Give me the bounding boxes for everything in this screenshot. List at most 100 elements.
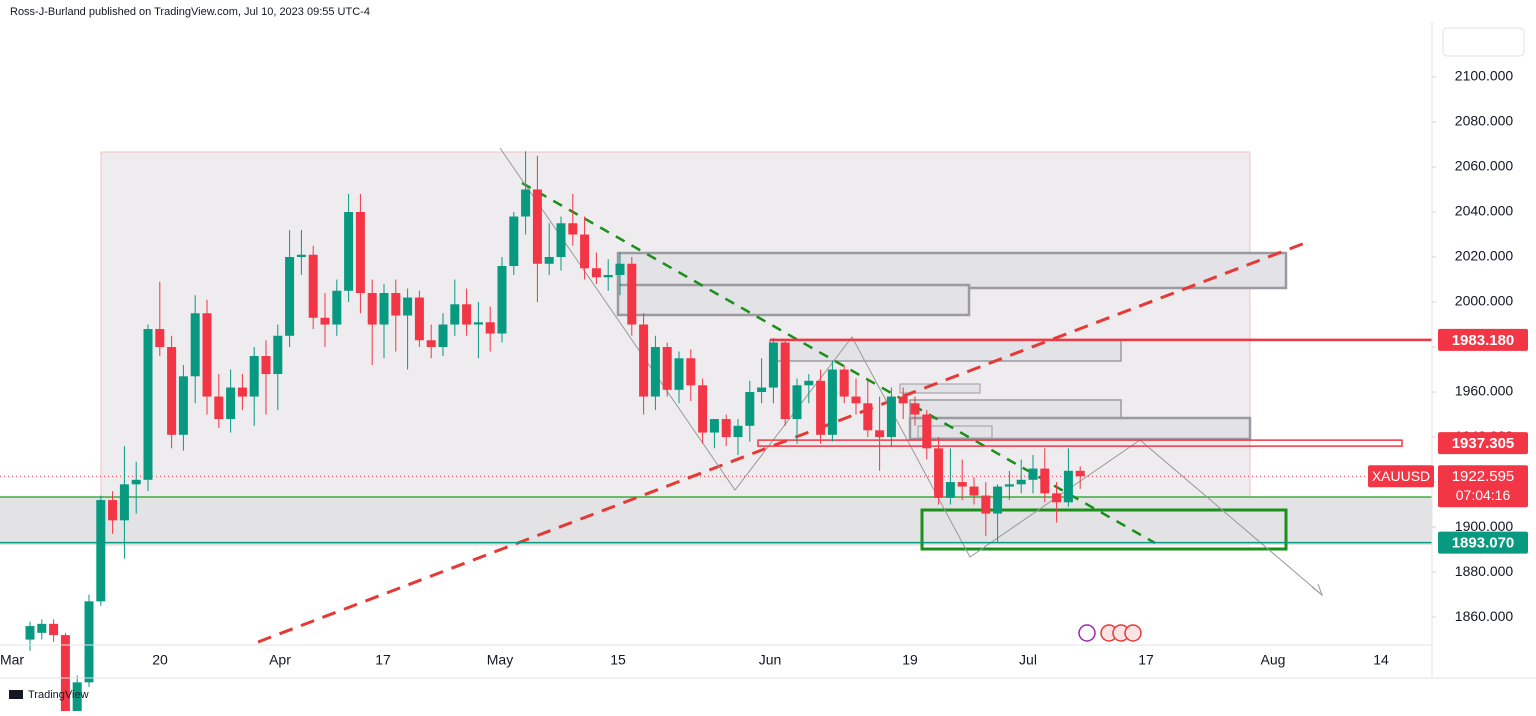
x-tick-label: 14 [1373, 652, 1389, 668]
level-tag [1438, 432, 1528, 455]
box [917, 425, 993, 439]
symbol: XAUUSD [1372, 468, 1430, 484]
candle-body [202, 313, 212, 397]
x-tick-label: 15 [610, 652, 626, 668]
candle-body [414, 297, 424, 341]
x-tick-label: Mar [0, 652, 24, 668]
candle-body [249, 356, 259, 397]
candle-body [816, 380, 826, 435]
candle-body [910, 403, 920, 415]
x-tick-label: Apr [269, 652, 291, 668]
y-tick-label: 1880.000 [1455, 563, 1514, 579]
candle-body [945, 482, 955, 498]
candle-body [167, 347, 177, 435]
candles [25, 151, 1085, 716]
candle-body [934, 448, 944, 498]
candle-body [285, 257, 295, 336]
x-tick-label: 17 [375, 652, 391, 668]
scale-button[interactable] [1442, 27, 1525, 57]
candle-body [426, 340, 436, 348]
price-tag [1438, 465, 1528, 508]
footer-logo: TradingView [9, 689, 89, 701]
y-tick-label: 2100.000 [1455, 68, 1514, 84]
level-tag [1438, 531, 1528, 554]
candle-body [273, 335, 283, 375]
x-tick-label: May [487, 652, 513, 668]
candle-body [804, 380, 814, 386]
level-line [757, 439, 1403, 447]
candle-body [662, 347, 672, 390]
candle-body [214, 396, 224, 420]
candle-body [320, 317, 330, 325]
candle-body [603, 275, 613, 278]
candle-body [839, 369, 849, 397]
x-tick-label: Jun [759, 652, 782, 668]
x-tick-label: 19 [902, 652, 918, 668]
candle-body [1040, 468, 1050, 494]
candle-body [296, 254, 306, 258]
candle-body [698, 385, 708, 433]
candle-body [981, 495, 991, 514]
box [908, 416, 1252, 441]
y-tick-label: 2080.000 [1455, 113, 1514, 129]
candle-body [308, 254, 318, 318]
zone [0, 497, 1432, 545]
candle-body [49, 623, 59, 636]
candle-body [462, 304, 472, 325]
candle-body [509, 216, 519, 267]
candle-body [709, 419, 719, 433]
candle-body [969, 486, 979, 496]
box [899, 383, 981, 394]
candle-body [60, 635, 70, 716]
candle-body [1004, 484, 1014, 487]
candle-body [521, 189, 531, 217]
candle-body [639, 324, 649, 397]
candle-body [108, 500, 118, 521]
icon [1078, 624, 1096, 642]
candle-body [131, 479, 141, 485]
candle-body [226, 387, 236, 420]
candle-body [485, 322, 495, 334]
icons [1078, 624, 1142, 642]
plot [0, 22, 1432, 716]
box [616, 283, 971, 317]
candle-body [190, 313, 200, 377]
candle-body [993, 486, 1003, 514]
candle-body [674, 358, 684, 390]
candle-body [532, 189, 542, 264]
candle-body [757, 387, 767, 393]
candle-body [143, 329, 153, 480]
x-tick-label: 20 [152, 652, 168, 668]
y-tick-label: 2060.000 [1455, 158, 1514, 174]
candle-body [1063, 470, 1073, 503]
candle-body [875, 430, 885, 438]
y-tick-label: 1860.000 [1455, 608, 1514, 624]
trendline [257, 241, 1306, 644]
candle-body [733, 425, 743, 438]
candle-body [922, 414, 932, 449]
candle-body [792, 385, 802, 420]
level-label: 1937.305 [1452, 435, 1515, 452]
candle-body [745, 392, 755, 426]
candle-body [780, 342, 790, 420]
candle-body [391, 293, 401, 316]
candle-body [438, 324, 448, 348]
y-tick-label: 2000.000 [1455, 293, 1514, 309]
x-tick-label: Jul [1019, 652, 1037, 668]
y-tick-label: 2020.000 [1455, 248, 1514, 264]
candle-body [37, 623, 47, 633]
publisher: Ross-J-Burland published on TradingView.… [10, 6, 370, 18]
box [616, 251, 1288, 290]
y-tick-label: 1900.000 [1455, 518, 1514, 534]
candle-body [721, 419, 731, 438]
symbol-tag [1368, 465, 1434, 488]
candle-body [450, 304, 460, 325]
candle-body [25, 626, 35, 640]
level-label: 1983.180 [1452, 332, 1515, 349]
arrow-head [1311, 583, 1324, 597]
candle-body [886, 396, 896, 438]
level-tag [1438, 328, 1528, 351]
candle-body [851, 396, 861, 404]
